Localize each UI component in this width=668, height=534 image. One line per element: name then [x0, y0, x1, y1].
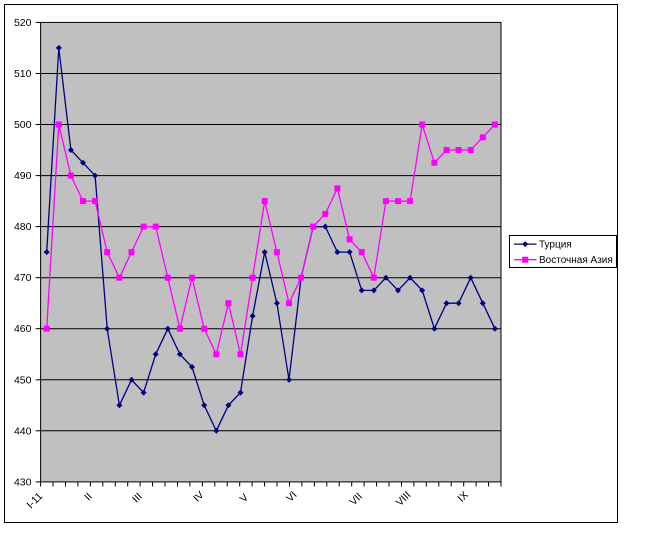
svg-text:500: 500: [14, 119, 32, 131]
svg-text:Восточная Азия: Восточная Азия: [539, 255, 613, 266]
svg-text:520: 520: [14, 17, 32, 29]
svg-text:450: 450: [14, 374, 32, 386]
svg-text:Турция: Турция: [539, 239, 572, 250]
svg-text:490: 490: [14, 170, 32, 182]
svg-text:440: 440: [14, 425, 32, 437]
svg-text:470: 470: [14, 272, 32, 284]
svg-text:510: 510: [14, 68, 32, 80]
svg-text:430: 430: [14, 476, 32, 488]
svg-text:460: 460: [14, 323, 32, 335]
svg-text:480: 480: [14, 221, 32, 233]
